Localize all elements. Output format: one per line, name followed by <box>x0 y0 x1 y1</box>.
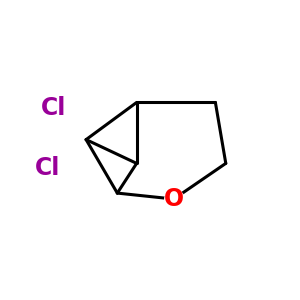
Text: O: O <box>164 187 184 211</box>
Text: Cl: Cl <box>35 156 60 180</box>
Text: Cl: Cl <box>41 96 66 120</box>
